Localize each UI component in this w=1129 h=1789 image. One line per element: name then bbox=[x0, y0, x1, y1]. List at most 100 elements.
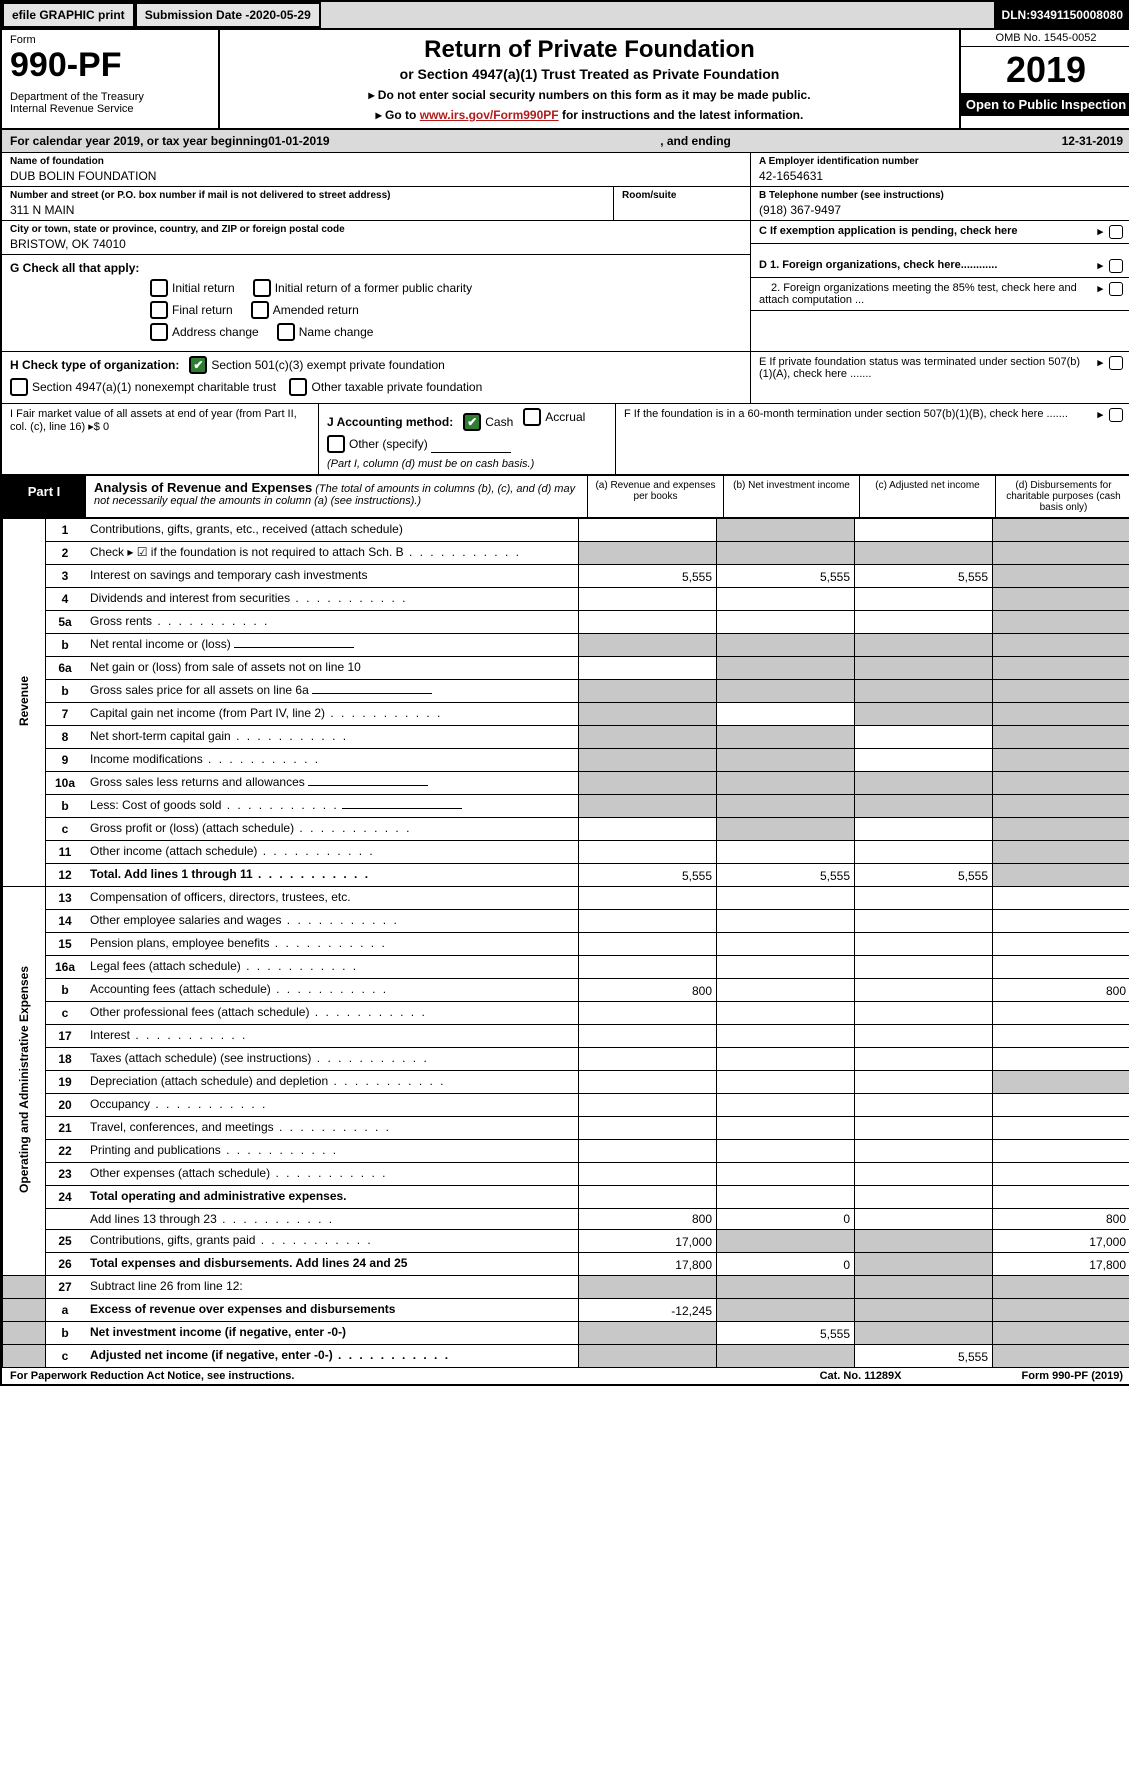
table-row: cAdjusted net income (if negative, enter… bbox=[3, 1345, 1129, 1368]
table-cell bbox=[993, 611, 1129, 634]
other-taxable-checkbox[interactable] bbox=[289, 378, 307, 396]
table-cell bbox=[993, 887, 1129, 910]
table-cell bbox=[993, 1048, 1129, 1071]
form-word: Form bbox=[10, 34, 210, 46]
table-row: 16aLegal fees (attach schedule) bbox=[3, 956, 1129, 979]
table-cell bbox=[855, 1209, 993, 1230]
table-cell bbox=[579, 1071, 717, 1094]
table-cell bbox=[717, 611, 855, 634]
table-cell bbox=[855, 726, 993, 749]
name-change-checkbox[interactable] bbox=[277, 323, 295, 341]
table-cell bbox=[579, 1094, 717, 1117]
line-number: 20 bbox=[46, 1094, 85, 1117]
table-cell bbox=[993, 542, 1129, 565]
table-cell: 800 bbox=[579, 1209, 717, 1230]
table-cell bbox=[579, 1163, 717, 1186]
accrual-checkbox[interactable] bbox=[523, 408, 541, 426]
table-row: 9Income modifications bbox=[3, 749, 1129, 772]
table-cell bbox=[855, 818, 993, 841]
table-cell bbox=[855, 1253, 993, 1276]
line-number: b bbox=[46, 1322, 85, 1345]
section-h: H Check type of organization: ✔Section 5… bbox=[2, 352, 1129, 404]
table-cell bbox=[579, 703, 717, 726]
table-cell bbox=[993, 864, 1129, 887]
table-cell bbox=[855, 933, 993, 956]
line-number: 2 bbox=[46, 542, 85, 565]
table-cell: 5,555 bbox=[579, 565, 717, 588]
table-row: 10aGross sales less returns and allowanc… bbox=[3, 772, 1129, 795]
line-desc: Less: Cost of goods sold bbox=[84, 795, 579, 818]
table-cell bbox=[717, 1025, 855, 1048]
final-return-checkbox[interactable] bbox=[150, 301, 168, 319]
table-cell bbox=[717, 657, 855, 680]
table-cell bbox=[717, 542, 855, 565]
initial-public-charity-checkbox[interactable] bbox=[253, 279, 271, 297]
table-cell: 5,555 bbox=[717, 1322, 855, 1345]
table-cell: 800 bbox=[993, 1209, 1129, 1230]
table-cell bbox=[993, 634, 1129, 657]
table-cell bbox=[579, 1186, 717, 1209]
table-row: cOther professional fees (attach schedul… bbox=[3, 1002, 1129, 1025]
instructions-link[interactable]: www.irs.gov/Form990PF bbox=[420, 108, 559, 122]
table-cell bbox=[717, 1094, 855, 1117]
table-row: 22Printing and publications bbox=[3, 1140, 1129, 1163]
line-number: b bbox=[46, 979, 85, 1002]
table-row: Add lines 13 through 238000800 bbox=[3, 1209, 1129, 1230]
amended-return-checkbox[interactable] bbox=[251, 301, 269, 319]
table-cell bbox=[579, 519, 717, 542]
pending-checkbox[interactable] bbox=[1109, 225, 1123, 239]
table-row: 27Subtract line 26 from line 12: bbox=[3, 1276, 1129, 1299]
60month-checkbox[interactable] bbox=[1109, 408, 1123, 422]
address-change-checkbox[interactable] bbox=[150, 323, 168, 341]
line-desc: Contributions, gifts, grants, etc., rece… bbox=[84, 519, 579, 542]
table-cell bbox=[717, 772, 855, 795]
table-row: 14Other employee salaries and wages bbox=[3, 910, 1129, 933]
table-cell bbox=[993, 703, 1129, 726]
table-cell: 17,800 bbox=[993, 1253, 1129, 1276]
line-number: 24 bbox=[46, 1186, 85, 1209]
line-number: 4 bbox=[46, 588, 85, 611]
line-number: c bbox=[46, 818, 85, 841]
initial-return-checkbox[interactable] bbox=[150, 279, 168, 297]
cash-checkbox[interactable]: ✔ bbox=[463, 413, 481, 431]
table-cell: 0 bbox=[717, 1209, 855, 1230]
table-cell bbox=[993, 1345, 1129, 1368]
city-cell: City or town, state or province, country… bbox=[2, 221, 750, 255]
table-cell bbox=[993, 657, 1129, 680]
table-cell bbox=[717, 910, 855, 933]
table-row: 11Other income (attach schedule) bbox=[3, 841, 1129, 864]
table-cell bbox=[855, 680, 993, 703]
line-desc: Income modifications bbox=[84, 749, 579, 772]
table-cell bbox=[579, 956, 717, 979]
table-cell bbox=[993, 565, 1129, 588]
line-number: 7 bbox=[46, 703, 85, 726]
table-cell bbox=[993, 818, 1129, 841]
col-c-header: (c) Adjusted net income bbox=[860, 476, 996, 518]
table-cell bbox=[855, 979, 993, 1002]
table-cell bbox=[855, 542, 993, 565]
cat-no: Cat. No. 11289X bbox=[820, 1370, 902, 1382]
4947a1-checkbox[interactable] bbox=[10, 378, 28, 396]
table-cell bbox=[579, 795, 717, 818]
table-cell bbox=[717, 519, 855, 542]
table-cell bbox=[993, 588, 1129, 611]
table-cell: 5,555 bbox=[855, 565, 993, 588]
line-desc: Legal fees (attach schedule) bbox=[84, 956, 579, 979]
line-number: 27 bbox=[46, 1276, 85, 1299]
table-cell bbox=[993, 1299, 1129, 1322]
501c3-checkbox[interactable]: ✔ bbox=[189, 356, 207, 374]
table-cell bbox=[579, 726, 717, 749]
table-cell bbox=[717, 1186, 855, 1209]
line-number: 14 bbox=[46, 910, 85, 933]
table-cell bbox=[993, 1117, 1129, 1140]
efile-print-button[interactable]: efile GRAPHIC print bbox=[2, 2, 135, 28]
table-cell bbox=[579, 680, 717, 703]
line-number: 11 bbox=[46, 841, 85, 864]
topbar: efile GRAPHIC print Submission Date - 20… bbox=[2, 2, 1129, 30]
table-row: 25Contributions, gifts, grants paid17,00… bbox=[3, 1230, 1129, 1253]
table-row: 19Depreciation (attach schedule) and dep… bbox=[3, 1071, 1129, 1094]
table-row: bGross sales price for all assets on lin… bbox=[3, 680, 1129, 703]
other-method-checkbox[interactable] bbox=[327, 435, 345, 453]
table-cell bbox=[717, 726, 855, 749]
foreign-org-check: D 1. Foreign organizations, check here..… bbox=[751, 255, 1129, 278]
